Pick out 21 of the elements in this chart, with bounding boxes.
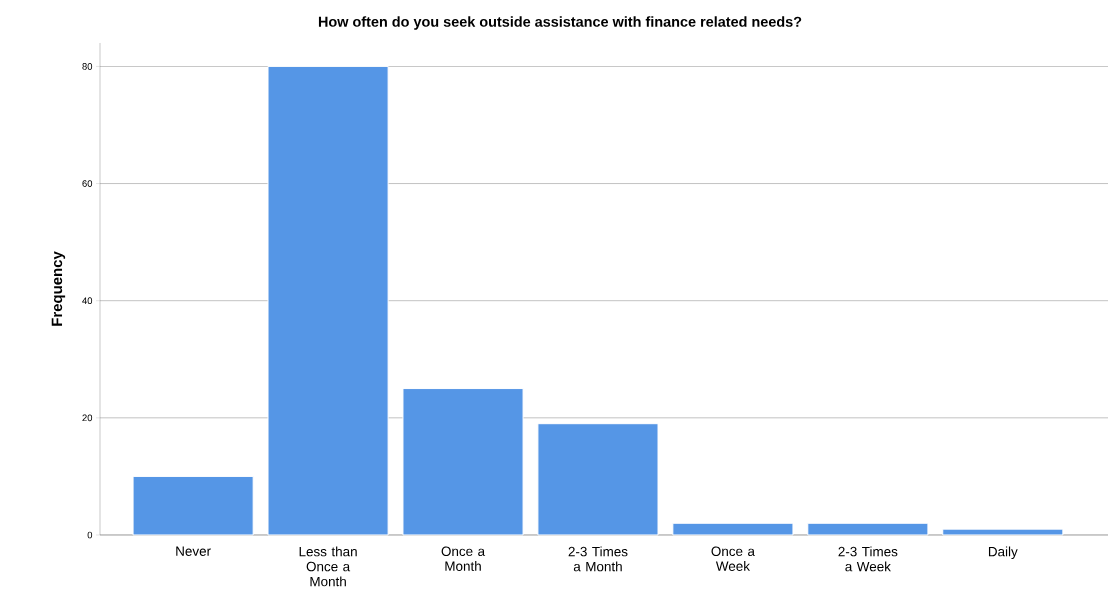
bar	[942, 528, 1064, 536]
x-tick-label: 2-3 Times a Week	[838, 546, 898, 572]
bar	[672, 522, 794, 536]
x-tick-label: Once a Month	[441, 546, 486, 571]
bar	[402, 388, 524, 536]
y-tick-label: 20	[82, 414, 93, 422]
bar	[267, 65, 389, 536]
x-tick-label: Never	[176, 546, 211, 556]
y-tick-label: 80	[82, 63, 93, 70]
bar	[537, 423, 659, 536]
x-tick-label: Less than Once a Month	[299, 546, 357, 587]
y-tick-label: 60	[82, 180, 93, 187]
y-tick-label: 40	[82, 297, 93, 305]
x-tick-label: Once a Week	[711, 546, 755, 571]
bar	[807, 522, 929, 536]
x-tick-label: Daily	[988, 546, 1018, 560]
chart-title: How often do you seek outside assistance with finance related needs?	[318, 16, 802, 30]
y-axis-title: Frequency	[51, 251, 66, 326]
y-tick-label: 0	[87, 531, 93, 539]
x-tick-label: 2-3 Times a Month	[568, 546, 628, 572]
bar	[132, 475, 254, 536]
